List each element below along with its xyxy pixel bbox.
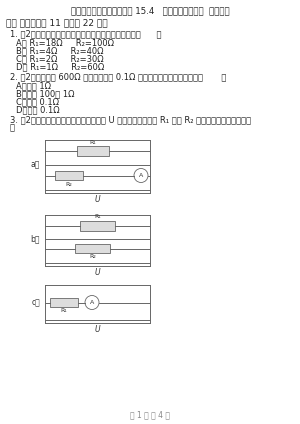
- Text: 3. （2分）如图所示的四个电路中，电压 U 相同时，并联电阔 R₁ 大于 R₂ ，电流表示数最大的是（: 3. （2分）如图所示的四个电路中，电压 U 相同时，并联电阔 R₁ 大于 R₂…: [10, 115, 251, 124]
- Text: A、 R₁=18Ω     R₂=100Ω: A、 R₁=18Ω R₂=100Ω: [16, 38, 114, 47]
- Text: R₁: R₁: [89, 139, 96, 145]
- Text: D、 R₁=1Ω     R₂=60Ω: D、 R₁=1Ω R₂=60Ω: [16, 62, 104, 71]
- Text: A、等于 1Ω: A、等于 1Ω: [16, 81, 51, 90]
- Text: B、等于 100、 1Ω: B、等于 100、 1Ω: [16, 89, 74, 98]
- Text: 一、 单选题（共 11 题，共 22 分）: 一、 单选题（共 11 题，共 22 分）: [6, 18, 108, 27]
- Text: B、 R₁=4Ω     R₂=40Ω: B、 R₁=4Ω R₂=40Ω: [16, 46, 104, 55]
- Text: C、 R₁=2Ω     R₂=30Ω: C、 R₁=2Ω R₂=30Ω: [16, 54, 104, 63]
- Text: C、小于 0.1Ω: C、小于 0.1Ω: [16, 97, 59, 106]
- Text: A: A: [90, 300, 94, 305]
- Text: A: A: [139, 173, 143, 178]
- Bar: [55, 171, 83, 180]
- Bar: [80, 221, 115, 231]
- Text: U: U: [95, 268, 100, 277]
- Text: c、: c、: [31, 298, 40, 307]
- Text: b、: b、: [31, 234, 40, 243]
- Text: 2. （2分）把一个 600Ω 的电阔与一个 0.1Ω 的电阔并联，并联后的电阔（       ）: 2. （2分）把一个 600Ω 的电阔与一个 0.1Ω 的电阔并联，并联后的电阔…: [10, 72, 226, 81]
- Text: R₂: R₂: [66, 181, 72, 187]
- Text: D、大于 0.1Ω: D、大于 0.1Ω: [16, 105, 60, 114]
- Text: ）: ）: [10, 123, 15, 132]
- Bar: [50, 298, 78, 307]
- Bar: [76, 146, 109, 156]
- Text: a、: a、: [31, 161, 40, 170]
- Text: 新人教版物理九年级上学期 15.4   电阔的串联和并联  同步练习: 新人教版物理九年级上学期 15.4 电阔的串联和并联 同步练习: [71, 6, 229, 15]
- Text: R₁: R₁: [94, 215, 101, 220]
- Text: R₁: R₁: [61, 309, 68, 313]
- Text: 1. （2分）下图四个电阔分别如图所示，电阔最小的是（      ）: 1. （2分）下图四个电阔分别如图所示，电阔最小的是（ ）: [10, 29, 161, 38]
- Text: R₂: R₂: [89, 254, 96, 259]
- Text: 第 1 页 共 4 页: 第 1 页 共 4 页: [130, 410, 170, 419]
- Bar: [75, 244, 110, 253]
- Text: U: U: [95, 325, 100, 334]
- Circle shape: [134, 168, 148, 182]
- Circle shape: [85, 296, 99, 310]
- Text: U: U: [95, 195, 100, 204]
